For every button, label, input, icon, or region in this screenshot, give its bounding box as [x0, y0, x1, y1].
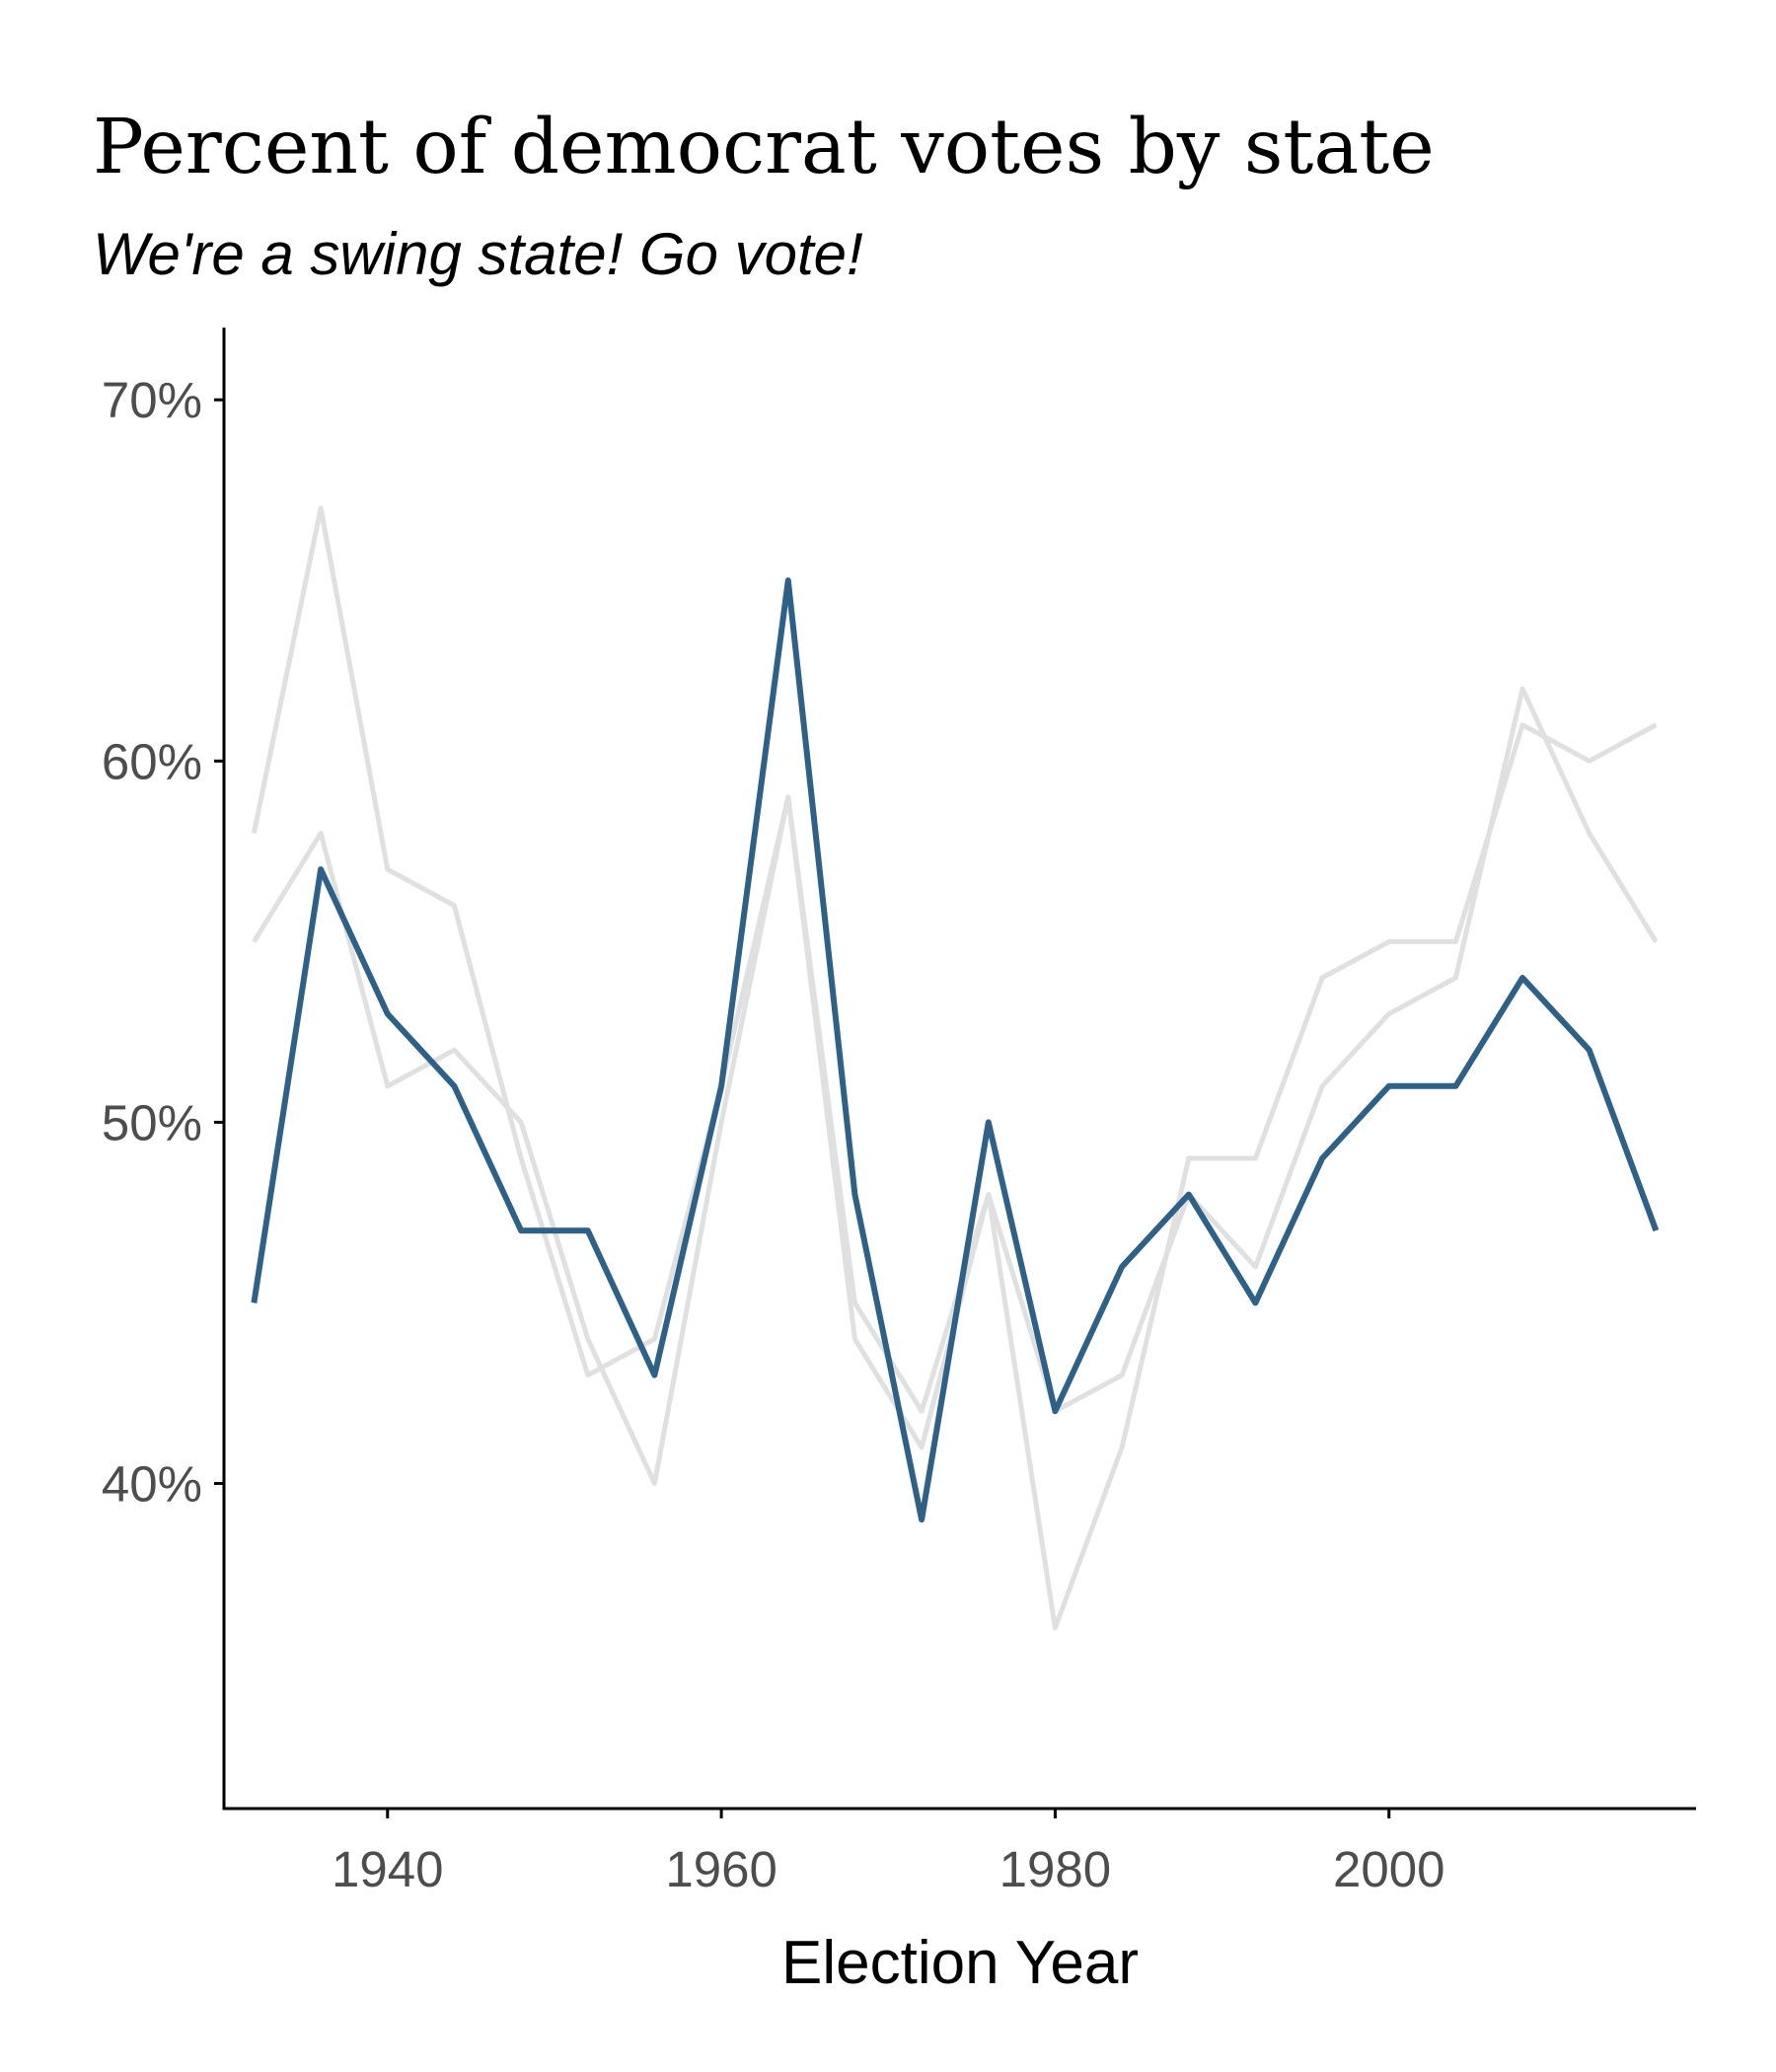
x-tick-label: 2000 — [1333, 1841, 1444, 1897]
series-line-highlighted — [251, 577, 1660, 1523]
series-line-background-1 — [251, 505, 1658, 1631]
x-tick-label: 1940 — [332, 1841, 443, 1897]
series-line-background-2 — [252, 686, 1659, 1486]
y-axis-ticks: 40% 50% 60% 70% — [102, 372, 224, 1513]
y-tick-label: 40% — [102, 1456, 202, 1513]
y-tick-label: 60% — [102, 733, 202, 789]
y-tick-label: 70% — [102, 372, 202, 428]
y-tick-label: 50% — [102, 1094, 202, 1150]
x-tick-label: 1960 — [665, 1841, 777, 1897]
series-layer — [251, 505, 1660, 1631]
x-axis-title: Election Year — [781, 1929, 1139, 1997]
x-tick-label: 1980 — [999, 1841, 1111, 1897]
chart-title: Percent of democrat votes by state — [93, 104, 1435, 191]
chart-subtitle: We're a swing state! Go vote! — [93, 221, 863, 287]
x-axis-ticks: 1940 1960 1980 2000 — [332, 1809, 1444, 1897]
